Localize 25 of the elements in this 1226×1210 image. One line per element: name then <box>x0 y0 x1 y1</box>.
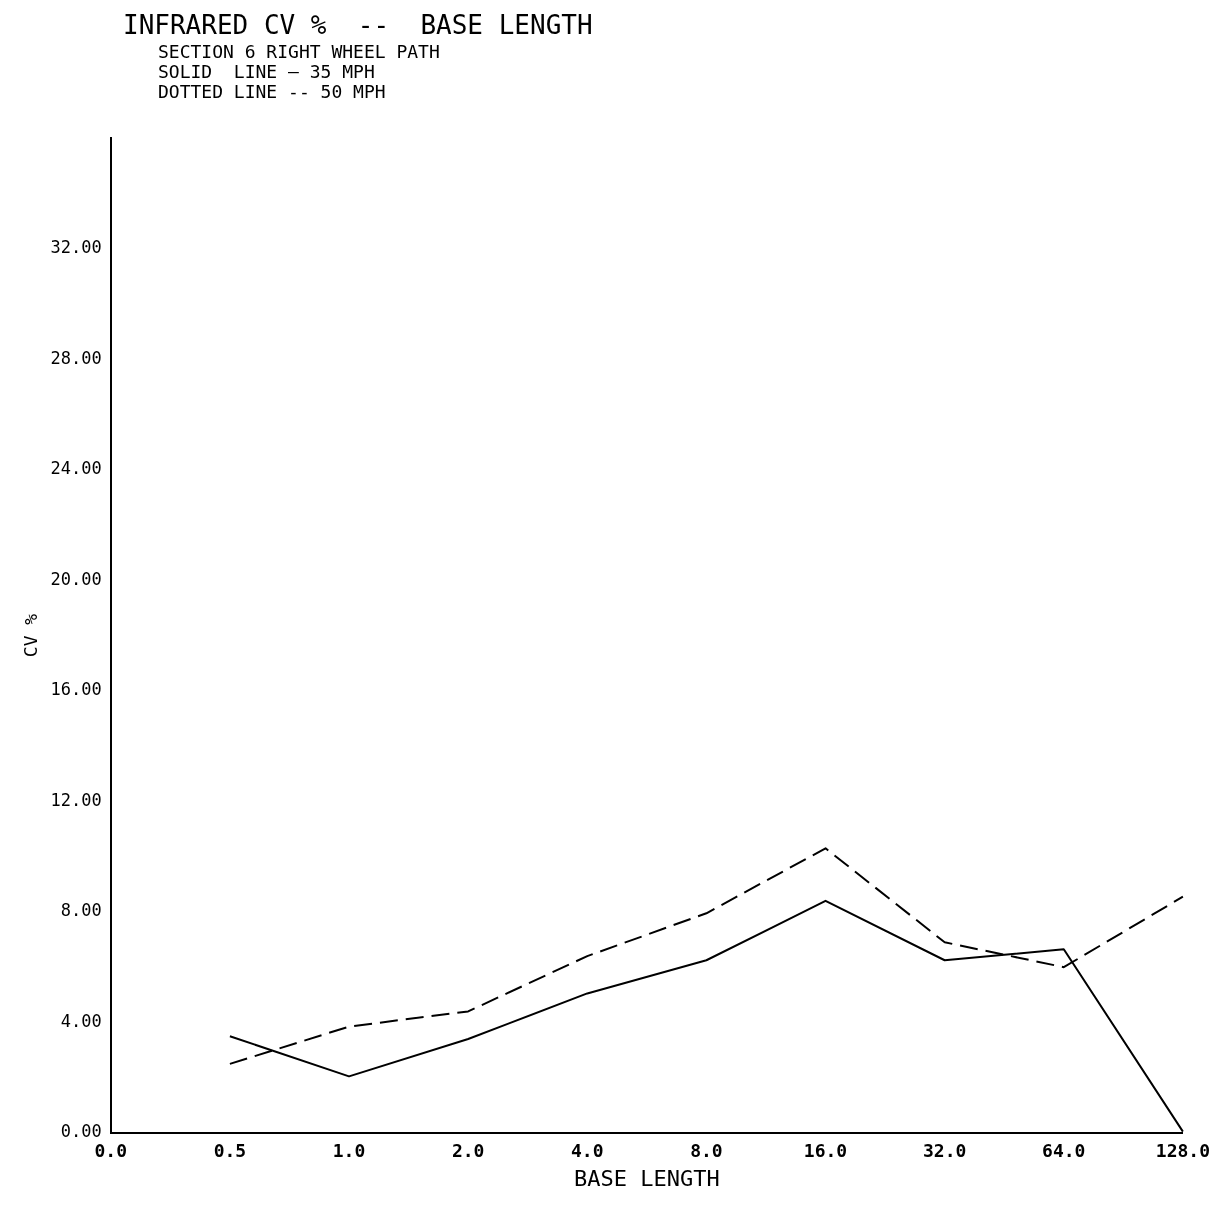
y-tick-label: 4.00 <box>60 1010 102 1031</box>
y-tick-label: 16.00 <box>50 679 102 700</box>
y-tick-label: 32.00 <box>50 236 102 257</box>
y-tick-label: 12.00 <box>50 789 102 810</box>
chart-subtitle: SECTION 6 RIGHT WHEEL PATH <box>158 40 440 62</box>
x-axis-title: BASE LENGTH <box>573 1165 720 1191</box>
x-tick-label: 2.0 <box>451 1140 485 1162</box>
x-tick-label: 32.0 <box>922 1140 967 1162</box>
y-tick-label: 8.00 <box>60 900 102 921</box>
x-tick-label: 8.0 <box>690 1140 723 1162</box>
x-tick-label: 64.0 <box>1042 1140 1086 1162</box>
y-tick-label: 20.00 <box>50 568 102 589</box>
text: DOTTED LINE -- 50 MPH <box>158 80 386 102</box>
chart-title: INFRARED CV % -- BASE LENGTH <box>123 9 593 40</box>
y-tick-label: 28.00 <box>50 347 102 368</box>
y-tick-label: 24.00 <box>50 458 102 479</box>
x-tick-label: 4.0 <box>571 1140 604 1162</box>
y-axis-title: CV % <box>20 613 42 658</box>
x-tick-label: 0.0 <box>94 1140 128 1162</box>
x-tick-label: 128.0 <box>1155 1140 1210 1162</box>
x-tick-label: 16.0 <box>803 1140 848 1162</box>
x-tick-label: 1.0 <box>332 1140 366 1162</box>
y-tick-label: 0.00 <box>60 1121 102 1142</box>
x-tick-label: 0.5 <box>213 1140 247 1162</box>
text: SOLID LINE — 35 MPH <box>158 60 375 82</box>
